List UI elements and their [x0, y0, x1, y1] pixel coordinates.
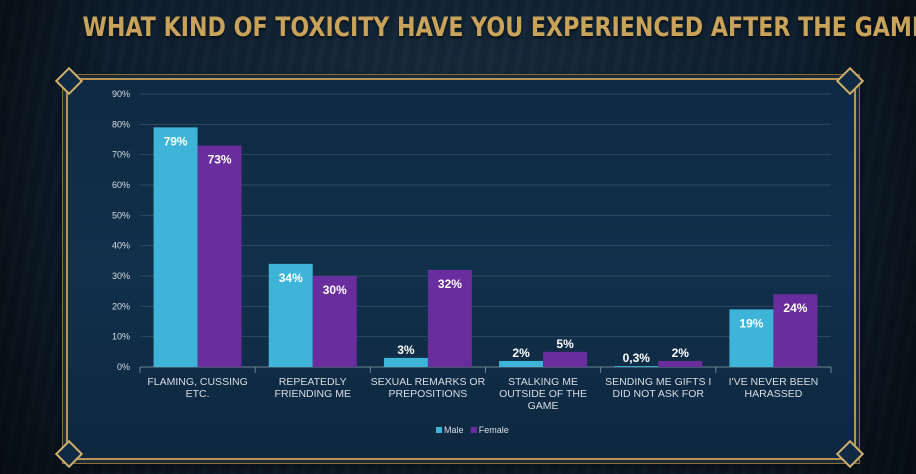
- bar-male: [268, 263, 313, 367]
- x-category-label: REPEATEDLY: [279, 376, 347, 388]
- bar-female: [312, 276, 357, 367]
- x-category-label: FRIENDING ME: [275, 388, 351, 400]
- data-label: 30%: [323, 283, 347, 297]
- x-category-label: DID NOT ASK FOR: [613, 388, 705, 400]
- data-label: 2%: [672, 346, 690, 360]
- data-label: 19%: [739, 316, 763, 330]
- y-tick-label: 0%: [117, 362, 130, 372]
- y-tick-label: 60%: [112, 180, 130, 190]
- x-category-label: SENDING ME GIFTS I: [605, 376, 711, 388]
- x-category-label: PREPOSITIONS: [389, 388, 468, 400]
- data-label: 32%: [438, 277, 462, 291]
- y-tick-label: 80%: [112, 119, 130, 129]
- y-tick-label: 20%: [112, 301, 130, 311]
- y-tick-label: 90%: [112, 89, 130, 99]
- page-title: WHAT KIND OF TOXICITY HAVE YOU EXPERIENC…: [82, 12, 916, 43]
- y-tick-label: 70%: [112, 150, 130, 160]
- x-category-label: SEXUAL REMARKS OR: [371, 376, 486, 388]
- bar-female: [543, 351, 588, 367]
- data-label: 3%: [397, 343, 415, 357]
- legend-label-female: Female: [479, 425, 509, 435]
- data-label: 2%: [512, 346, 530, 360]
- bar-female: [658, 360, 703, 367]
- data-label: 5%: [556, 337, 574, 351]
- data-label: 73%: [208, 153, 232, 167]
- bar-male: [499, 360, 544, 367]
- bar-female: [427, 269, 472, 367]
- y-tick-label: 10%: [112, 332, 130, 342]
- data-label: 24%: [783, 301, 807, 315]
- x-category-label: FLAMING, CUSSING: [147, 376, 247, 388]
- y-tick-label: 30%: [112, 271, 130, 281]
- legend-swatch-male: [436, 427, 442, 433]
- x-category-label: OUTSIDE OF THE: [499, 388, 587, 400]
- data-label: 0,3%: [623, 351, 651, 365]
- y-tick-label: 40%: [112, 241, 130, 251]
- x-category-label: STALKING ME: [508, 376, 578, 388]
- bar-male: [614, 366, 659, 367]
- data-label: 34%: [279, 271, 303, 285]
- bar-male: [729, 309, 774, 367]
- bar-male: [153, 127, 198, 367]
- legend-label-male: Male: [444, 425, 464, 435]
- y-tick-label: 50%: [112, 210, 130, 220]
- data-label: 79%: [164, 134, 188, 148]
- legend-swatch-female: [470, 427, 477, 433]
- bar-male: [383, 357, 428, 367]
- x-category-label: HARASSED: [745, 388, 803, 400]
- x-category-label: ETC.: [186, 388, 210, 400]
- x-category-label: I'VE NEVER BEEN: [729, 376, 819, 388]
- bar-female: [773, 294, 818, 367]
- bar-female: [197, 145, 242, 367]
- x-category-label: GAME: [528, 400, 559, 412]
